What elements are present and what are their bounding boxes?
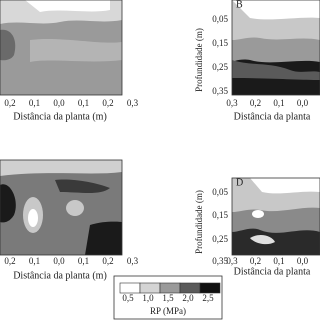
x-tick-label: 0,2	[4, 256, 15, 266]
contour-a	[0, 0, 123, 96]
x-tick-label: 0,2	[250, 256, 261, 266]
x-tick-label: 0,2	[102, 98, 113, 108]
contour-c	[0, 159, 123, 256]
x-tick-label: 0,1	[273, 256, 284, 266]
y-tick-label: 0,05	[212, 14, 228, 24]
x-tick-label: 0,1	[29, 256, 40, 266]
x-axis-label: Distância da planta	[234, 111, 311, 122]
x-tick-label: 0,0	[53, 98, 65, 108]
x-tick-label: 0,3	[127, 256, 139, 266]
contour-d	[231, 177, 320, 256]
y-tick-label: 0,25	[212, 62, 228, 72]
x-axis-label: Distância da planta	[234, 266, 311, 277]
legend-title: RP (MPa)	[150, 306, 186, 316]
x-tick-label: 0,1	[78, 256, 89, 266]
y-tick-label: 0,15	[212, 210, 228, 220]
y-tick-label: 0,35	[212, 86, 228, 96]
legend-label: 0,5	[122, 293, 134, 303]
contour-b	[231, 0, 320, 96]
y-tick-label: 0,05	[212, 187, 228, 197]
legend-label: 1,5	[162, 293, 174, 303]
x-tick-label: 0,3	[226, 256, 238, 266]
x-axis-label: Distância da planta (m)	[13, 111, 107, 122]
legend-label: 2,5	[202, 293, 214, 303]
x-tick-label: 0,0	[297, 256, 309, 266]
y-tick-label: 0,35	[212, 256, 228, 266]
y-tick-label: 0,25	[212, 234, 228, 244]
panel-label: B	[236, 0, 243, 10]
y-axis-label: Profundidade (m)	[194, 28, 204, 92]
panel-label: D	[236, 177, 243, 188]
y-tick-label: 0,15	[212, 38, 228, 48]
legend	[113, 275, 223, 320]
x-tick-label: 0,2	[4, 98, 15, 108]
y-axis-label: Profundidade (m)	[194, 190, 204, 254]
x-tick-label: 0,2	[102, 256, 113, 266]
x-tick-label: 0,3	[226, 98, 238, 108]
x-tick-label: 0,2	[250, 98, 261, 108]
x-tick-label: 0,0	[297, 98, 309, 108]
x-tick-label: 0,1	[273, 98, 284, 108]
x-tick-label: 0,3	[127, 98, 139, 108]
legend-label: 2,0	[182, 293, 194, 303]
x-axis-label: Distância da planta (m)	[13, 270, 107, 281]
x-tick-label: 0,0	[53, 256, 65, 266]
legend-label: 1,0	[142, 293, 154, 303]
x-tick-label: 0,1	[29, 98, 40, 108]
x-tick-label: 0,1	[78, 98, 89, 108]
